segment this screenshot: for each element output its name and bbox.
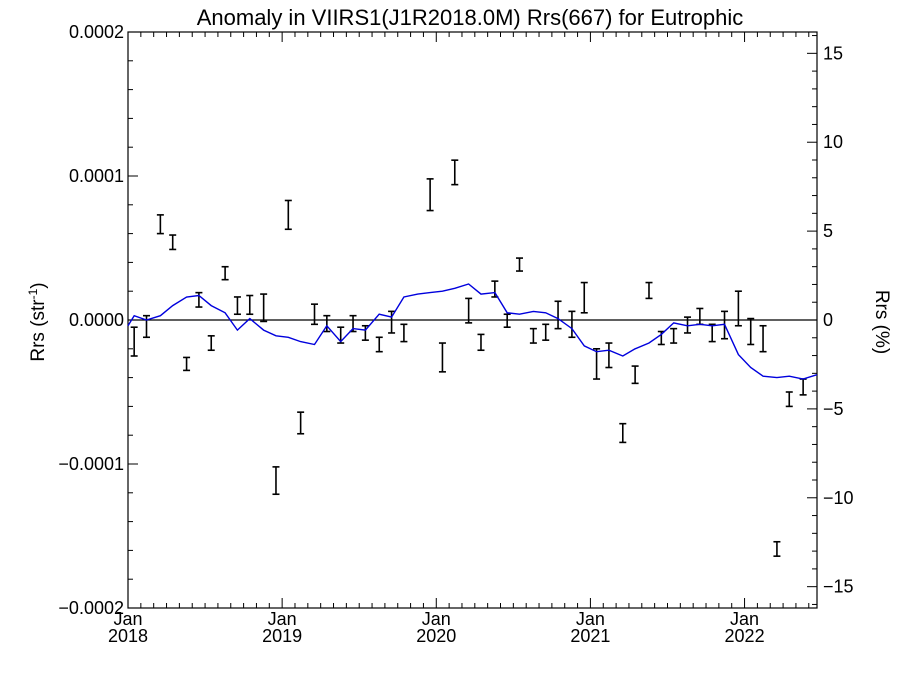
errorbar: [388, 310, 396, 334]
errorbar: [785, 391, 793, 408]
errorbar: [605, 342, 613, 369]
errorbar: [400, 323, 408, 343]
left-y-axis-label: Rrs (str-1): [26, 282, 49, 361]
right-tick-label: −5: [823, 399, 844, 419]
chart-title: Anomaly in VIIRS1(J1R2018.0M) Rrs(667) f…: [197, 5, 744, 30]
errorbar: [568, 310, 576, 339]
errorbar: [221, 265, 229, 281]
x-tick-label-month: Jan: [268, 609, 297, 629]
errorbar: [284, 199, 292, 231]
errorbar: [542, 323, 550, 341]
errorbar: [503, 313, 511, 329]
errorbar: [272, 466, 280, 496]
errorbar: [246, 294, 254, 316]
errorbar: [156, 214, 164, 235]
errorbar: [130, 326, 138, 357]
x-tick-label-year: 2019: [262, 626, 302, 646]
left-tick-label: −0.0001: [58, 454, 124, 474]
errorbar: [361, 324, 369, 341]
errorbar: [516, 257, 524, 272]
errorbar: [337, 326, 345, 344]
x-tick-label-year: 2020: [416, 626, 456, 646]
left-tick-label: 0.0002: [69, 22, 124, 42]
errorbar: [799, 378, 807, 396]
errorbar: [619, 422, 627, 444]
errorbar: [465, 297, 473, 324]
errorbar: [311, 303, 319, 326]
errorbar: [491, 280, 499, 298]
right-tick-label: −10: [823, 488, 854, 508]
errorbar: [670, 327, 678, 344]
right-y-axis-label: Rrs (%): [871, 290, 892, 354]
right-tick-label: 15: [823, 43, 843, 63]
right-y-axis: 15 10 5 0 −5 −10 −15: [807, 35, 854, 605]
errorbar-series: [130, 159, 807, 557]
errorbar: [773, 540, 781, 557]
errorbar: [747, 317, 755, 346]
anomaly-line: [127, 283, 818, 380]
anomaly-line-series: [127, 283, 818, 380]
left-y-axis: 0.0002 0.0001 0.0000 −0.0001 −0.0002: [58, 22, 138, 618]
errorbar: [375, 336, 383, 353]
left-tick-label: −0.0002: [58, 598, 124, 618]
x-tick-label-month: Jan: [730, 609, 759, 629]
errorbar: [207, 335, 215, 352]
errorbar: [438, 342, 446, 373]
errorbar: [260, 293, 268, 323]
errorbar: [233, 296, 241, 316]
errorbar: [696, 307, 704, 326]
errorbar: [580, 281, 588, 314]
x-tick-label-year: 2018: [108, 626, 148, 646]
errorbar: [593, 347, 601, 380]
x-tick-label-month: Jan: [422, 609, 451, 629]
errorbar: [759, 324, 767, 353]
errorbar: [631, 365, 639, 385]
x-tick-label-month: Jan: [576, 609, 605, 629]
errorbar: [734, 290, 742, 327]
errorbar: [554, 300, 562, 330]
right-tick-label: 10: [823, 132, 843, 152]
right-tick-label: 0: [823, 310, 833, 330]
left-tick-label: 0.0000: [69, 310, 124, 330]
x-tick-label-year: 2022: [725, 626, 765, 646]
errorbar: [477, 333, 485, 352]
errorbar: [297, 411, 305, 435]
errorbar: [645, 281, 653, 300]
left-tick-label: 0.0001: [69, 166, 124, 186]
errorbar: [183, 356, 191, 372]
errorbar: [451, 159, 459, 186]
x-tick-label-year: 2021: [570, 626, 610, 646]
errorbar: [684, 316, 692, 334]
right-tick-label: 5: [823, 221, 833, 241]
errorbar: [169, 234, 177, 251]
errorbar: [708, 323, 716, 343]
errorbar: [323, 314, 331, 333]
x-tick-label-month: Jan: [113, 609, 142, 629]
errorbar: [529, 327, 537, 344]
right-tick-label: −15: [823, 577, 854, 597]
errorbar: [426, 178, 434, 212]
